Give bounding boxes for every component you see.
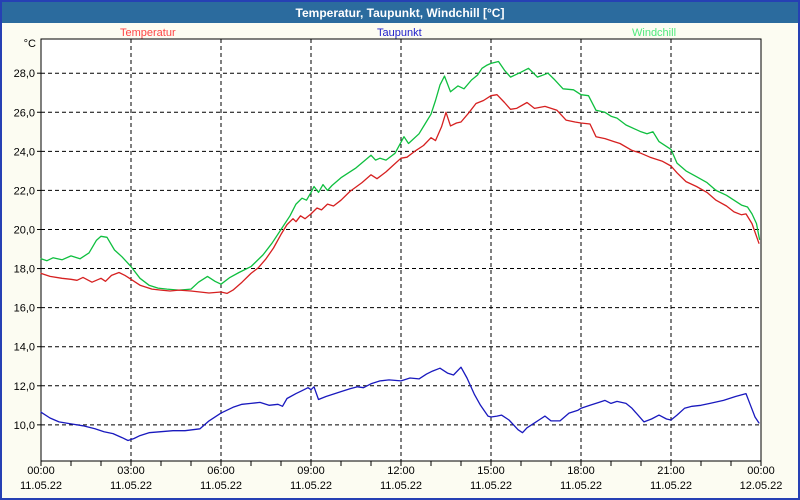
svg-text:26,0: 26,0	[14, 107, 35, 119]
svg-text:03:00: 03:00	[117, 465, 145, 477]
svg-text:11.05.22: 11.05.22	[290, 480, 332, 492]
svg-text:15:00: 15:00	[477, 465, 505, 477]
window-title: Temperatur, Taupunkt, Windchill [°C]	[295, 5, 505, 20]
svg-text:11.05.22: 11.05.22	[650, 480, 692, 492]
svg-text:06:00: 06:00	[207, 465, 235, 477]
svg-text:10,0: 10,0	[14, 420, 35, 432]
svg-text:09:00: 09:00	[297, 465, 325, 477]
legend-windchill: Windchill	[632, 27, 677, 39]
svg-text:28,0: 28,0	[14, 68, 35, 80]
svg-text:24,0: 24,0	[14, 146, 35, 158]
legend-taupunkt: Taupunkt	[377, 27, 422, 39]
svg-text:22,0: 22,0	[14, 185, 35, 197]
svg-text:20,0: 20,0	[14, 224, 35, 236]
svg-text:18,0: 18,0	[14, 264, 35, 276]
svg-text:11.05.22: 11.05.22	[200, 480, 242, 492]
svg-text:12:00: 12:00	[387, 465, 415, 477]
svg-text:12,0: 12,0	[14, 381, 35, 393]
svg-text:°C: °C	[24, 38, 36, 50]
svg-text:11.05.22: 11.05.22	[20, 480, 62, 492]
svg-text:11.05.22: 11.05.22	[560, 480, 602, 492]
svg-text:18:00: 18:00	[567, 465, 595, 477]
svg-text:16,0: 16,0	[14, 303, 35, 315]
svg-text:00:00: 00:00	[747, 465, 775, 477]
title-bar: Temperatur, Taupunkt, Windchill [°C]	[2, 2, 798, 23]
svg-text:21:00: 21:00	[657, 465, 685, 477]
svg-text:11.05.22: 11.05.22	[470, 480, 512, 492]
svg-text:11.05.22: 11.05.22	[110, 480, 152, 492]
svg-text:12.05.22: 12.05.22	[740, 480, 783, 492]
svg-text:11.05.22: 11.05.22	[380, 480, 422, 492]
legend-temperatur: Temperatur	[120, 27, 176, 39]
svg-text:14,0: 14,0	[14, 342, 35, 354]
svg-text:00:00: 00:00	[27, 465, 55, 477]
